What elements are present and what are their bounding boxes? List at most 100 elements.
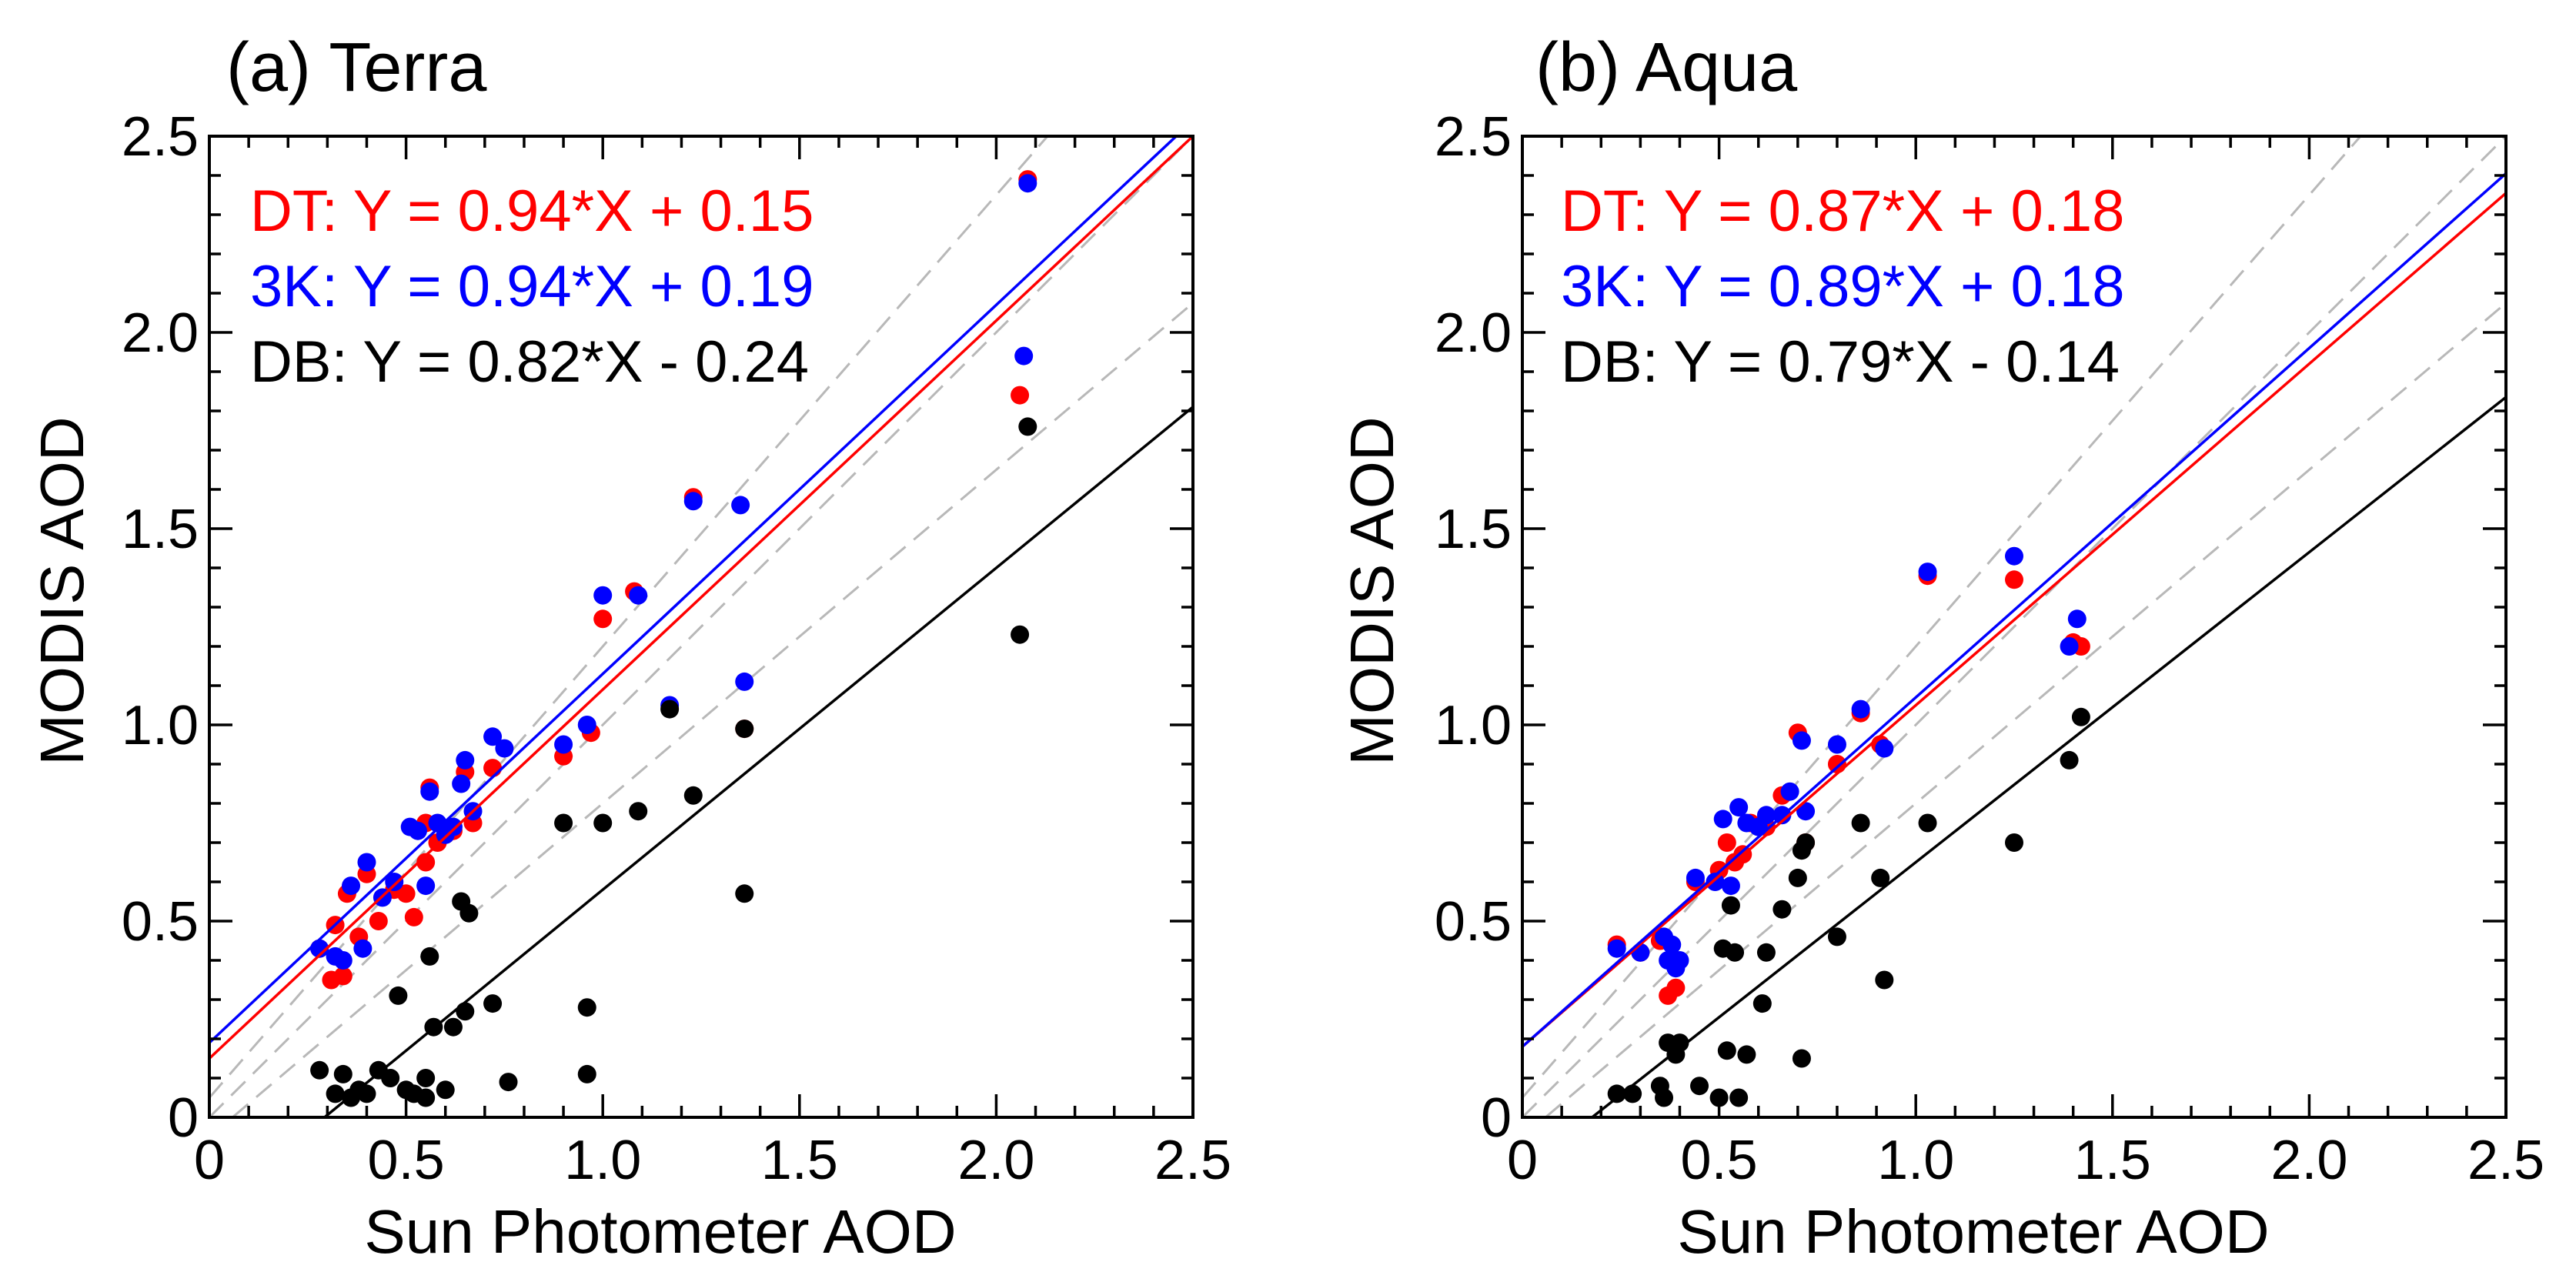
legend-equation-3k: 3K: Y = 0.89*X + 0.18 bbox=[1561, 254, 2124, 319]
point-db bbox=[1729, 1088, 1749, 1107]
fit-line-db bbox=[1589, 396, 2506, 1117]
x-axis-label: Sun Photometer AOD bbox=[364, 1197, 956, 1266]
point-db bbox=[333, 1064, 352, 1083]
point-3k bbox=[353, 939, 373, 958]
point-db bbox=[1788, 868, 1807, 887]
x-tick-label: 2.0 bbox=[957, 1130, 1034, 1191]
legend-equation-3k: 3K: Y = 0.94*X + 0.19 bbox=[250, 254, 814, 319]
point-db bbox=[1690, 1077, 1709, 1096]
x-tick-label: 1.0 bbox=[564, 1130, 641, 1191]
point-dt bbox=[333, 967, 352, 986]
panel-aqua: (b) Aqua MODIS AOD Sun Photometer AOD DT… bbox=[1338, 29, 2544, 1266]
point-db bbox=[629, 802, 648, 821]
point-db bbox=[416, 1069, 436, 1087]
point-db bbox=[1752, 994, 1772, 1013]
point-dt bbox=[404, 907, 423, 926]
one-to-one-line bbox=[1522, 136, 2506, 1117]
point-3k bbox=[2005, 546, 2023, 566]
x-tick-label: 2.5 bbox=[1154, 1130, 1231, 1191]
point-db bbox=[1721, 896, 1740, 915]
plot-area bbox=[1522, 136, 2506, 1117]
legend-equation-dt: DT: Y = 0.94*X + 0.15 bbox=[250, 179, 814, 244]
point-db bbox=[1772, 900, 1792, 919]
point-db bbox=[357, 1084, 376, 1103]
point-3k bbox=[731, 496, 750, 515]
point-3k bbox=[1662, 935, 1682, 954]
envelope-line bbox=[209, 136, 1050, 1099]
plot-frame bbox=[208, 135, 1194, 1119]
point-3k bbox=[443, 817, 463, 836]
y-tick-label: 2.0 bbox=[1435, 302, 1512, 364]
fit-line-dt bbox=[1522, 192, 2506, 1048]
point-db bbox=[1871, 868, 1890, 887]
y-tick-label: 2.5 bbox=[1435, 106, 1512, 168]
chart-title: (a) Terra bbox=[226, 29, 487, 106]
point-3k bbox=[420, 782, 439, 801]
point-db bbox=[1756, 943, 1776, 962]
point-3k bbox=[1670, 951, 1689, 970]
point-dt bbox=[396, 884, 416, 903]
point-db bbox=[554, 813, 573, 833]
y-tick-label: 1.5 bbox=[122, 499, 199, 560]
point-db bbox=[1655, 1088, 1674, 1107]
point-3k bbox=[456, 750, 475, 770]
point-db bbox=[735, 884, 754, 903]
one-to-one-line bbox=[209, 136, 1193, 1117]
point-dt bbox=[369, 912, 388, 930]
point-db bbox=[593, 813, 613, 833]
fit-line-dt bbox=[209, 136, 1193, 1060]
point-3k bbox=[577, 716, 596, 734]
y-tick-label: 1.0 bbox=[1435, 695, 1512, 756]
plot-frame bbox=[1521, 135, 2508, 1119]
legend-equation-db: DB: Y = 0.79*X - 0.14 bbox=[1561, 329, 2120, 395]
point-db bbox=[389, 986, 408, 1005]
y-tick-label: 0 bbox=[168, 1087, 199, 1149]
x-tick-label: 0 bbox=[194, 1130, 225, 1191]
point-db bbox=[326, 1084, 345, 1103]
point-db bbox=[683, 786, 703, 805]
point-dt bbox=[1666, 978, 1686, 997]
point-db bbox=[2071, 707, 2090, 726]
point-dt bbox=[1827, 755, 1846, 773]
x-tick-label: 1.5 bbox=[761, 1130, 838, 1191]
point-3k bbox=[1686, 868, 1705, 887]
point-dt bbox=[416, 853, 436, 872]
point-dt bbox=[2005, 570, 2023, 589]
point-db bbox=[459, 903, 479, 923]
point-db bbox=[1726, 943, 1745, 962]
fit-line-db bbox=[322, 406, 1193, 1117]
point-dt bbox=[483, 759, 503, 778]
point-db bbox=[456, 1002, 475, 1021]
x-tick-label: 2.5 bbox=[2467, 1130, 2544, 1191]
point-3k bbox=[1792, 731, 1811, 750]
point-3k bbox=[1729, 798, 1749, 817]
x-axis-label: Sun Photometer AOD bbox=[1677, 1197, 2269, 1266]
x-tick-label: 0 bbox=[1507, 1130, 1538, 1191]
point-db bbox=[1607, 1084, 1626, 1103]
y-axis-label: MODIS AOD bbox=[1338, 416, 1406, 765]
y-tick-label: 0.5 bbox=[1435, 891, 1512, 953]
point-db bbox=[416, 1088, 436, 1107]
point-db bbox=[483, 994, 503, 1013]
point-3k bbox=[495, 739, 514, 758]
point-3k bbox=[735, 672, 754, 691]
point-3k bbox=[483, 727, 503, 746]
point-3k bbox=[1713, 810, 1732, 829]
y-axis-label: MODIS AOD bbox=[28, 416, 96, 765]
point-3k bbox=[629, 586, 648, 605]
point-3k bbox=[1018, 174, 1037, 193]
point-db bbox=[660, 699, 680, 719]
y-tick-label: 0.5 bbox=[122, 891, 199, 953]
envelope-line bbox=[230, 302, 1193, 1117]
point-3k bbox=[452, 774, 471, 793]
point-db bbox=[1737, 1045, 1756, 1064]
point-3k bbox=[1875, 739, 1894, 758]
point-3k bbox=[593, 586, 613, 605]
point-db bbox=[381, 1069, 400, 1087]
point-3k bbox=[342, 876, 361, 896]
point-db bbox=[735, 719, 754, 739]
point-db bbox=[1011, 625, 1030, 644]
point-db bbox=[499, 1073, 518, 1092]
point-db bbox=[577, 998, 596, 1017]
y-tick-label: 0 bbox=[1481, 1087, 1512, 1149]
